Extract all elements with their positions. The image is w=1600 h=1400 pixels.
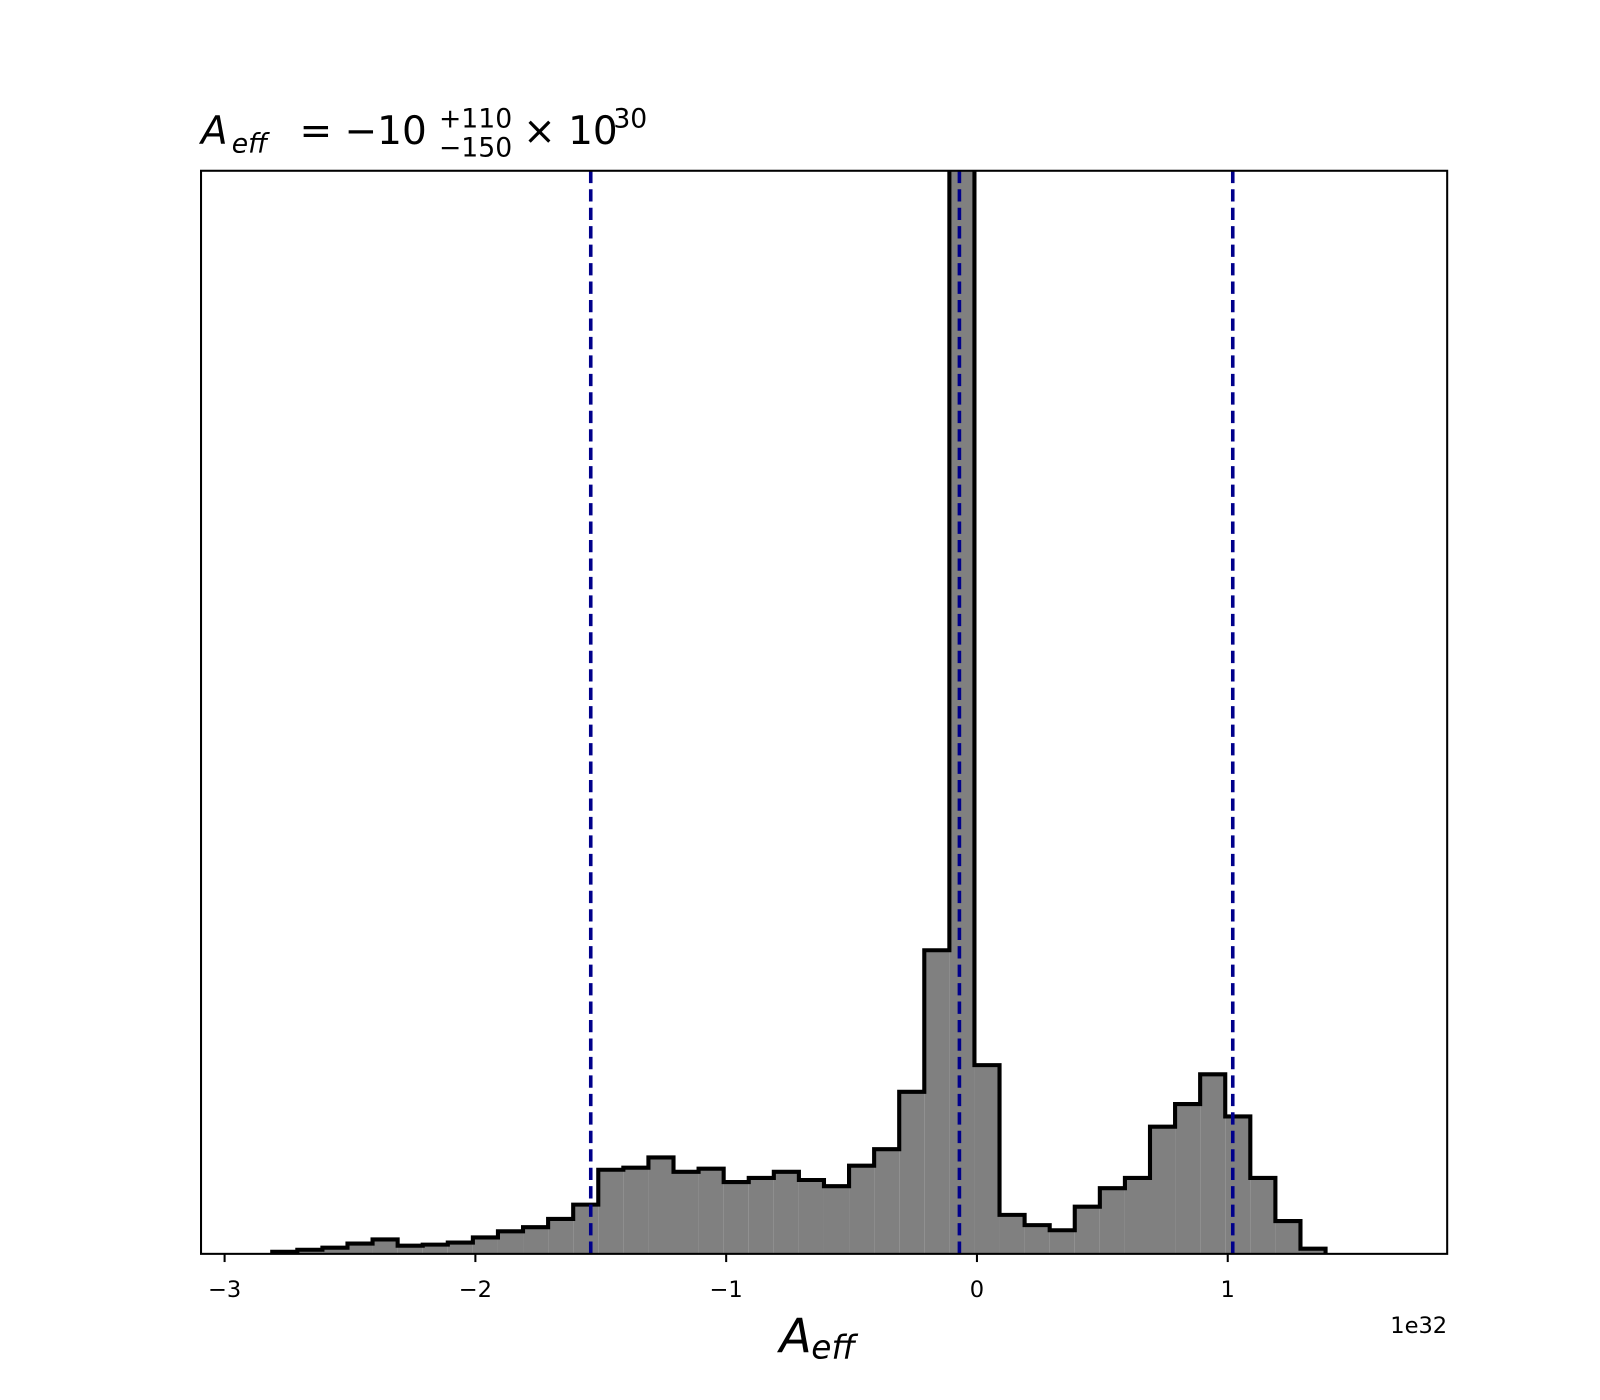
bar <box>1225 1116 1251 1254</box>
bar <box>773 1171 799 1254</box>
x-tick-label: −3 <box>208 1277 241 1303</box>
bar <box>322 1247 348 1254</box>
title-sub: −150 <box>439 132 512 163</box>
bar <box>422 1244 448 1254</box>
bar <box>899 1091 925 1254</box>
bar <box>573 1204 599 1254</box>
bar <box>497 1231 524 1254</box>
bar <box>523 1227 549 1254</box>
title-subscript: eff <box>232 128 270 159</box>
bar <box>823 1186 850 1254</box>
bar <box>472 1237 498 1254</box>
bar <box>1099 1188 1125 1254</box>
bar <box>548 1218 574 1254</box>
bar <box>1074 1206 1100 1254</box>
x-tick-label: 0 <box>970 1277 984 1303</box>
title-times: × 10 <box>523 109 618 154</box>
bar <box>347 1243 373 1254</box>
bar <box>798 1180 824 1254</box>
x-label-subscript: eff <box>811 1328 858 1366</box>
bar <box>999 1214 1025 1254</box>
bar <box>1124 1177 1150 1254</box>
bar <box>673 1171 699 1254</box>
bar <box>748 1177 774 1254</box>
x-tick-label: 1 <box>1221 1277 1235 1303</box>
x-tick-label: −1 <box>710 1277 743 1303</box>
bar <box>648 1157 674 1254</box>
bar <box>1049 1230 1075 1254</box>
bar <box>849 1165 875 1254</box>
bar <box>623 1167 649 1254</box>
plot-area <box>270 170 1328 1254</box>
bar <box>949 170 975 1254</box>
bar <box>598 1169 624 1254</box>
bar <box>447 1242 473 1254</box>
bar <box>397 1245 423 1254</box>
x-tick-label: −2 <box>459 1277 492 1303</box>
title-symbol: A <box>198 109 228 154</box>
title-sup: +110 <box>439 104 512 135</box>
axes-frame <box>200 169 1449 1255</box>
bar <box>698 1168 724 1254</box>
bar <box>372 1239 398 1254</box>
offset-text: 1e32 <box>1390 1313 1447 1339</box>
x-label-symbol: A <box>776 1309 811 1364</box>
bar <box>1200 1074 1226 1254</box>
bar <box>924 950 950 1254</box>
bar <box>1175 1104 1201 1254</box>
bar <box>1275 1221 1301 1254</box>
title-exp: 30 <box>613 104 647 135</box>
bar <box>974 1065 1000 1254</box>
bar <box>723 1182 749 1254</box>
bar <box>1300 1248 1326 1254</box>
title-equals: = −10 <box>299 109 426 154</box>
bar <box>874 1149 900 1254</box>
histogram-outline <box>270 170 1328 1254</box>
bar <box>1024 1225 1050 1254</box>
bar <box>1250 1177 1276 1254</box>
bar <box>1149 1126 1176 1254</box>
